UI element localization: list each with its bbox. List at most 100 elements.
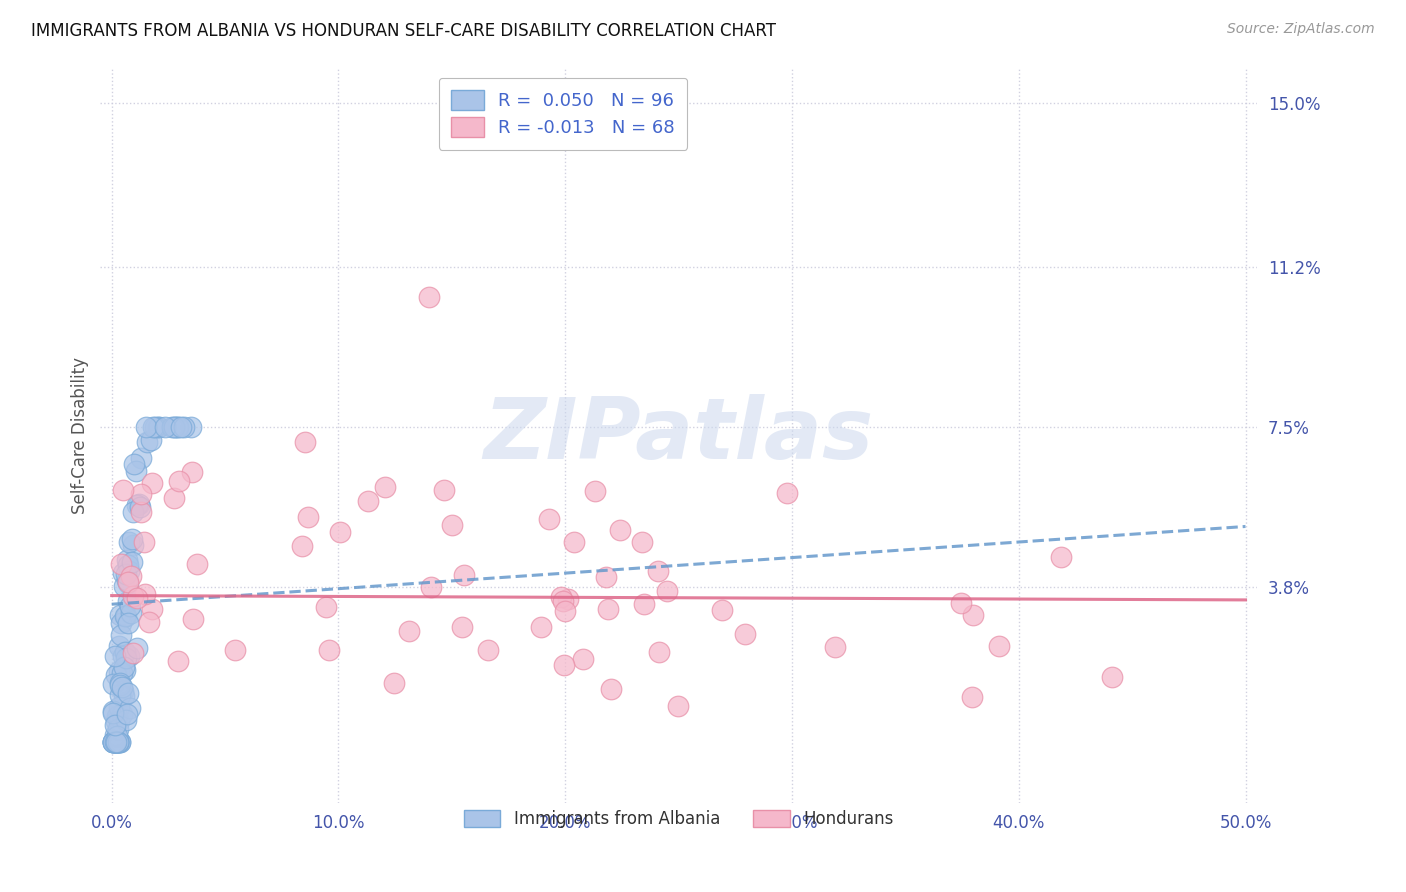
Point: [167, 654, 190, 668]
Point: [122, 504, 145, 518]
Point: [125, 640, 148, 655]
Point: [108, 735, 131, 749]
Point: [103, 735, 125, 749]
Point: [112, 660, 135, 674]
Point: [125, 464, 148, 478]
Point: [146, 420, 169, 434]
Point: [112, 649, 135, 664]
Point: [166, 420, 188, 434]
Point: [420, 580, 443, 594]
Point: [115, 567, 138, 582]
Point: [118, 648, 141, 663]
Point: [374, 480, 396, 494]
Point: [186, 557, 208, 571]
Point: [107, 723, 129, 737]
Point: [382, 676, 405, 690]
Point: [120, 568, 142, 582]
Point: [121, 555, 143, 569]
Point: [1101, 670, 1123, 684]
Point: [117, 534, 139, 549]
Point: [115, 706, 138, 721]
Point: [562, 534, 585, 549]
Point: [181, 466, 204, 480]
Point: [131, 506, 153, 520]
Point: [440, 518, 463, 533]
Point: [135, 420, 157, 434]
Text: IMMIGRANTS FROM ALBANIA VS HONDURAN SELF-CARE DISABILITY CORRELATION CHART: IMMIGRANTS FROM ALBANIA VS HONDURAN SELF…: [31, 22, 776, 40]
Point: [114, 651, 136, 665]
Point: [163, 420, 186, 434]
Point: [224, 643, 246, 657]
Point: [101, 735, 124, 749]
Point: [433, 483, 456, 497]
Point: [291, 539, 314, 553]
Point: [110, 680, 132, 694]
Point: [108, 678, 131, 692]
Point: [103, 735, 125, 749]
Point: [112, 579, 135, 593]
Point: [103, 735, 125, 749]
Point: [165, 420, 187, 434]
Point: [609, 523, 631, 537]
Point: [115, 608, 138, 623]
Point: [125, 591, 148, 606]
Point: [418, 291, 440, 305]
Point: [104, 735, 127, 749]
Point: [108, 639, 131, 653]
Point: [114, 663, 136, 677]
Point: [170, 420, 193, 434]
Point: [318, 642, 340, 657]
Point: [631, 534, 654, 549]
Point: [121, 532, 143, 546]
Point: [129, 486, 152, 500]
Point: [297, 510, 319, 524]
Point: [550, 590, 572, 604]
Point: [110, 557, 132, 571]
Point: [108, 676, 131, 690]
Point: [143, 420, 166, 434]
Point: [962, 607, 984, 622]
Point: [734, 626, 756, 640]
Point: [101, 704, 124, 718]
Point: [128, 497, 150, 511]
Point: [118, 701, 141, 715]
Point: [104, 649, 127, 664]
Y-axis label: Self-Care Disability: Self-Care Disability: [72, 357, 89, 515]
Point: [121, 538, 143, 552]
Text: Source: ZipAtlas.com: Source: ZipAtlas.com: [1227, 22, 1375, 37]
Point: [633, 597, 655, 611]
Point: [104, 718, 127, 732]
Point: [117, 575, 139, 590]
Point: [103, 735, 125, 749]
Point: [117, 558, 139, 572]
Point: [115, 713, 138, 727]
Point: [115, 553, 138, 567]
Point: [108, 714, 131, 728]
Point: [101, 706, 124, 720]
Point: [180, 420, 202, 434]
Point: [134, 535, 156, 549]
Point: [105, 735, 128, 749]
Point: [120, 606, 142, 620]
Point: [776, 486, 799, 500]
Point: [105, 735, 128, 749]
Point: [949, 596, 972, 610]
Point: [666, 698, 689, 713]
Point: [141, 601, 163, 615]
Point: [112, 689, 135, 703]
Point: [104, 728, 127, 742]
Point: [104, 735, 127, 749]
Point: [453, 568, 475, 582]
Point: [711, 603, 734, 617]
Point: [357, 493, 380, 508]
Point: [655, 583, 678, 598]
Point: [529, 620, 551, 634]
Point: [648, 645, 671, 659]
Point: [111, 706, 134, 721]
Point: [960, 690, 983, 705]
Point: [167, 420, 190, 434]
Point: [107, 700, 129, 714]
Point: [596, 602, 619, 616]
Point: [110, 628, 132, 642]
Point: [112, 566, 135, 581]
